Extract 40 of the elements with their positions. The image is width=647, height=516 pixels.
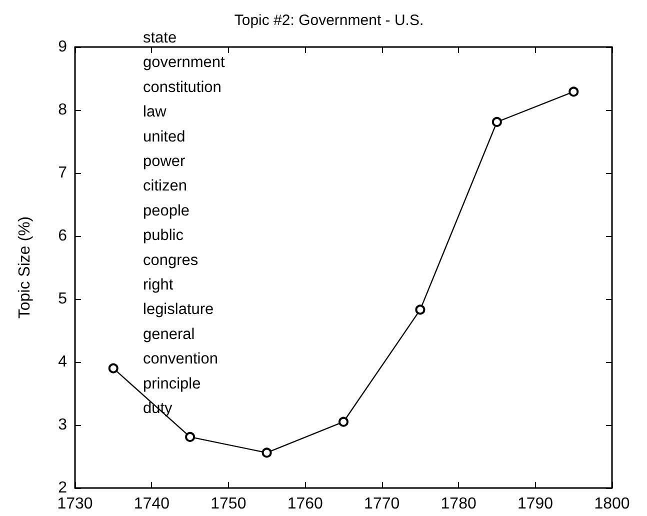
point	[108, 363, 118, 374]
point	[185, 432, 196, 442]
y-tick-label: 6	[58, 228, 68, 244]
point	[492, 116, 502, 127]
y-tick-label: 4	[58, 354, 68, 370]
annotation: united	[143, 128, 186, 146]
annotation: constitution	[143, 78, 222, 96]
annotation: congres	[143, 252, 198, 269]
y-tick-label: 7	[58, 164, 68, 182]
annotation: people	[143, 202, 190, 220]
y-axis-title: Topic Size (%)	[16, 216, 34, 319]
x-tick-label: 1780	[440, 496, 476, 512]
point	[568, 86, 579, 97]
annotation: legislature	[143, 301, 214, 318]
y-tick-label: 8	[58, 102, 68, 118]
x-tick-label: 1790	[517, 496, 554, 512]
x-tick-label: 1760	[287, 496, 324, 512]
annotation: power	[143, 153, 186, 170]
y-tick-label: 3	[58, 416, 68, 434]
text: state	[143, 30, 177, 46]
annotation: government	[143, 54, 226, 72]
annotation: right	[143, 276, 174, 294]
y-tick-label: 9	[58, 38, 68, 56]
point	[262, 448, 272, 458]
annotation: law	[143, 104, 168, 121]
x-tick-label: 1750	[210, 496, 246, 512]
chart-title: Topic #2: Government - U.S.	[234, 12, 424, 29]
y-tick-label: 5	[58, 290, 68, 308]
annotation: public	[143, 227, 184, 244]
point	[338, 416, 348, 427]
x-tick-label: 1770	[364, 496, 400, 512]
x-tick-label: 1740	[134, 496, 170, 512]
x-tick-label: 1730	[57, 496, 93, 512]
point	[415, 304, 426, 315]
y-tick-label: 2	[58, 480, 68, 496]
annotation: principle	[143, 375, 201, 392]
x-tick-label: 1800	[594, 496, 630, 512]
annotation: convention	[143, 350, 218, 368]
annotation: general	[143, 326, 195, 343]
annotation: citizen	[143, 178, 187, 195]
